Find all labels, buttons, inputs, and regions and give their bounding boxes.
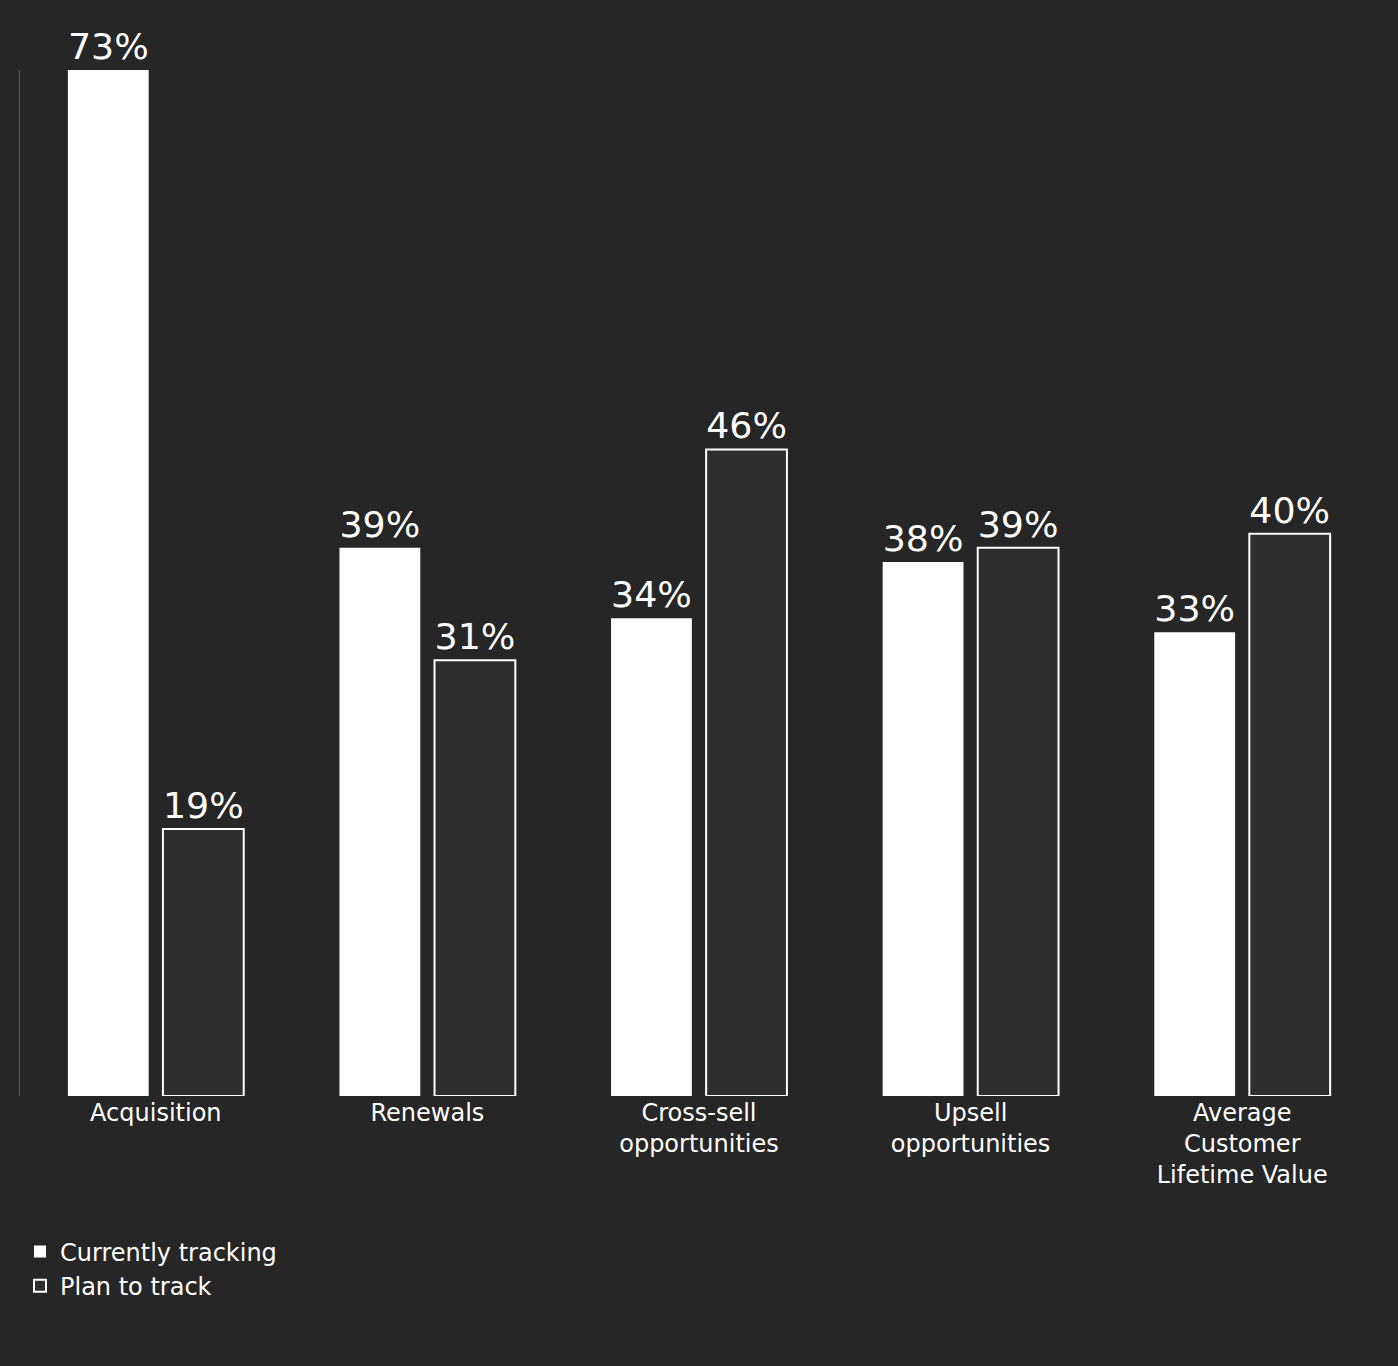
svg-text:38%: 38% <box>883 517 964 560</box>
svg-text:Cross-sellopportunities: Cross-sellopportunities <box>619 1099 779 1158</box>
svg-text:Upsellopportunities: Upsellopportunities <box>891 1099 1051 1158</box>
svg-text:Acquisition: Acquisition <box>90 1099 221 1127</box>
svg-text:33%: 33% <box>1154 587 1235 630</box>
svg-text:40%: 40% <box>1249 489 1330 532</box>
svg-text:19%: 19% <box>163 784 244 827</box>
svg-text:73%: 73% <box>68 25 149 68</box>
svg-text:Renewals: Renewals <box>370 1099 484 1127</box>
svg-text:39%: 39% <box>978 503 1059 546</box>
svg-text:31%: 31% <box>435 615 516 658</box>
svg-text:Currently tracking: Currently tracking <box>60 1239 277 1267</box>
svg-text:39%: 39% <box>339 503 420 546</box>
svg-text:AverageCustomerLifetime Value: AverageCustomerLifetime Value <box>1157 1099 1328 1189</box>
svg-text:46%: 46% <box>706 404 787 447</box>
svg-text:34%: 34% <box>611 573 692 616</box>
svg-text:Plan to track: Plan to track <box>60 1273 212 1301</box>
